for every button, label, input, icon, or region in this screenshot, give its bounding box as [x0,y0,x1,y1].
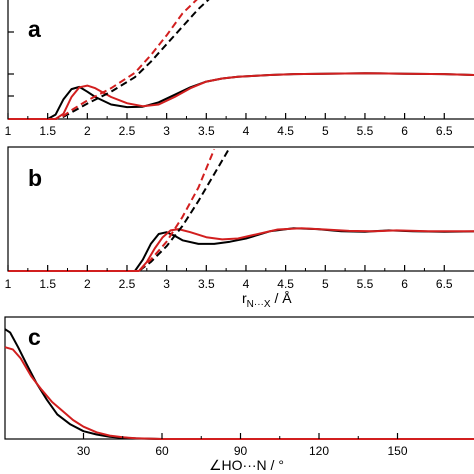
solid-red-series-line [4,346,474,440]
panel-c: 30 60 90 120 150 c ∠HO···N / ° [4,316,474,473]
x-tick-label: 90 [234,444,248,458]
x-tick-label: 6.5 [436,277,453,291]
x-tick-label: 4.5 [277,124,294,138]
x-tick-label: 150 [387,444,407,458]
panel-b-x-axis: 1 1.5 2 2.5 3 3.5 4 4.5 5 5.5 6 6.5 [5,265,453,291]
panel-c-x-axis: 30 60 90 120 150 [77,433,408,458]
x-tick-label: 60 [155,444,169,458]
panel-b: 1 1.5 2 2.5 3 3.5 4 4.5 5 5.5 6 6.5 b rN···X / Å [5,146,474,310]
panel-c-letter: c [28,324,41,350]
panel-b-x-axis-label: rN···X / Å [242,290,292,310]
x-tick-label: 4 [243,277,250,291]
x-tick-label: 3.5 [198,124,215,138]
x-tick-label: 1.5 [39,277,56,291]
x-tick-label: 5.5 [357,124,374,138]
x-tick-label: 1 [5,277,12,291]
x-tick-label: 4.5 [277,277,294,291]
x-tick-label: 1.5 [39,124,56,138]
panel-b-series [8,146,474,272]
x-tick-label: 3 [163,277,170,291]
panel-c-x-axis-label: ∠HO···N / ° [209,457,284,473]
x-tick-label: 3 [163,124,170,138]
solid-black-series-line [8,72,474,120]
panel-a: 1 1.5 2 2.5 3 3.5 4 4.5 5 5.5 6 6.5 a [5,0,474,138]
x-tick-label: 6 [401,124,408,138]
x-tick-label: 30 [77,444,91,458]
dashed-red-series-line [8,0,198,120]
x-tick-label: 5 [322,124,329,138]
x-axis-label-main: r [242,290,247,306]
panel-c-series [4,328,474,440]
x-tick-label: 5 [322,277,329,291]
x-axis-label-sub: N···X [247,299,271,310]
solid-red-series-line [8,227,474,272]
x-tick-label: 4 [243,124,250,138]
x-tick-label: 2 [84,124,91,138]
panel-a-series [8,0,474,120]
x-axis-label-tail: / Å [271,290,293,306]
panel-b-frame [7,146,474,272]
x-tick-label: 6 [401,277,408,291]
x-tick-label: 2.5 [119,277,136,291]
solid-red-series-line [8,72,474,120]
x-tick-label: 6.5 [436,124,453,138]
x-tick-label: 5.5 [357,277,374,291]
panel-a-letter: a [28,16,41,42]
x-tick-label: 1 [5,124,12,138]
panel-a-y-stub [8,31,14,97]
panel-b-letter: b [28,165,42,191]
x-tick-label: 2.5 [119,124,136,138]
x-tick-label: 120 [309,444,329,458]
x-tick-label: 2 [84,277,91,291]
x-tick-label: 3.5 [198,277,215,291]
panel-a-frame [7,0,474,120]
solid-black-series-line [8,227,474,272]
dashed-black-series-line [8,0,210,120]
dashed-red-series-line [8,148,216,272]
panel-a-x-axis: 1 1.5 2 2.5 3 3.5 4 4.5 5 5.5 6 6.5 [5,113,453,138]
